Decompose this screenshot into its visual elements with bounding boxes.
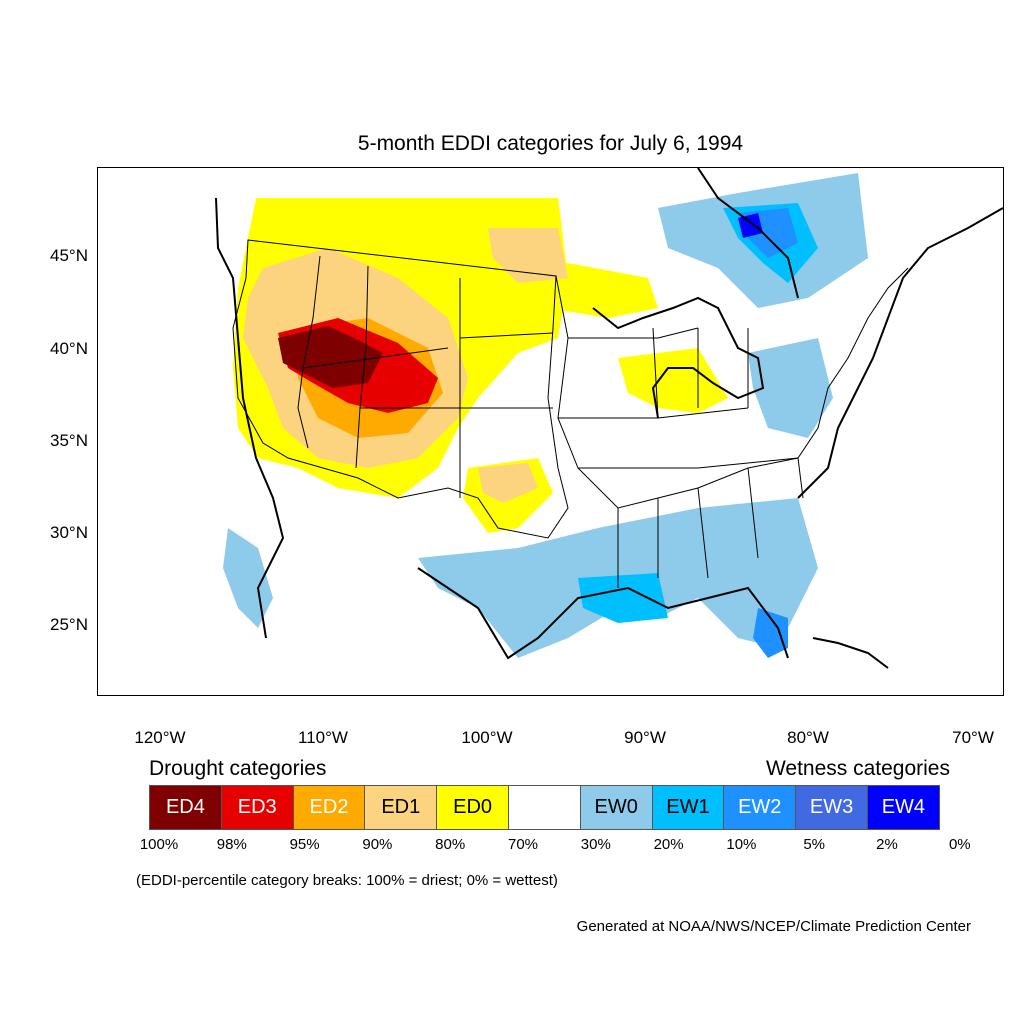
legend-break-label: 0% [948, 836, 971, 853]
legend-break-label: 30% [580, 836, 611, 853]
legend-break-label: 2% [876, 836, 898, 853]
lon-label-100: 100°W [461, 728, 513, 747]
lat-label-40: 40°N [50, 339, 88, 358]
legend-cell-ew2: EW2 [723, 785, 797, 830]
coastlines [215, 168, 1003, 669]
legend-cell-ew3: EW3 [795, 785, 868, 830]
legend-cell-ed3: ED3 [220, 785, 294, 830]
legend-cell-ed0: ED0 [436, 785, 509, 830]
lon-label-80: 80°W [787, 728, 829, 747]
legend-break-label: 95% [289, 836, 320, 853]
drought-fill-layer [233, 198, 728, 533]
legend-break-label: 5% [803, 836, 826, 853]
lat-label-45: 45°N [50, 246, 88, 265]
map-panel [97, 167, 1004, 696]
lat-label-30: 30°N [50, 523, 88, 542]
state-boundaries [232, 239, 909, 588]
lon-label-110: 110°W [298, 728, 348, 747]
legend-break-label: 10% [726, 836, 757, 853]
legend-cell-ed4: ED4 [149, 785, 222, 830]
legend-break-label: 98% [216, 836, 247, 853]
legend-cell-ew4: EW4 [866, 785, 940, 830]
lon-label-90: 90°W [624, 728, 666, 747]
legend-cell-neutral [507, 785, 581, 830]
legend-break-label: 20% [653, 836, 684, 853]
legend-cell-ed2: ED2 [292, 785, 366, 830]
legend-cell-ed1: ED1 [364, 785, 438, 830]
legend-break-label: 90% [362, 836, 393, 853]
legend-note: (EDDI-percentile category breaks: 100% =… [136, 872, 558, 889]
drought-heading: Drought categories [149, 757, 327, 780]
lat-label-35: 35°N [50, 431, 88, 450]
lon-label-70: 70°W [952, 728, 994, 747]
wetness-heading: Wetness categories [765, 757, 950, 780]
map-title: 5-month EDDI categories for July 6, 1994 [357, 132, 744, 155]
legend-break-label: 100% [139, 836, 179, 853]
legend-cell-ew1: EW1 [651, 785, 725, 830]
legend-colorbar: ED4 ED3 ED2 ED1 ED0 EW0 EW1 EW2 EW3 EW4 [149, 785, 940, 830]
legend-break-label: 70% [507, 836, 539, 853]
lon-label-120: 120°W [134, 728, 186, 747]
legend-break-label: 80% [435, 836, 466, 853]
legend-cell-ew0: EW0 [579, 785, 653, 830]
conus-map [215, 168, 1003, 669]
credit-line: Generated at NOAA/NWS/NCEP/Climate Predi… [576, 918, 971, 935]
lat-label-25: 25°N [50, 615, 88, 634]
